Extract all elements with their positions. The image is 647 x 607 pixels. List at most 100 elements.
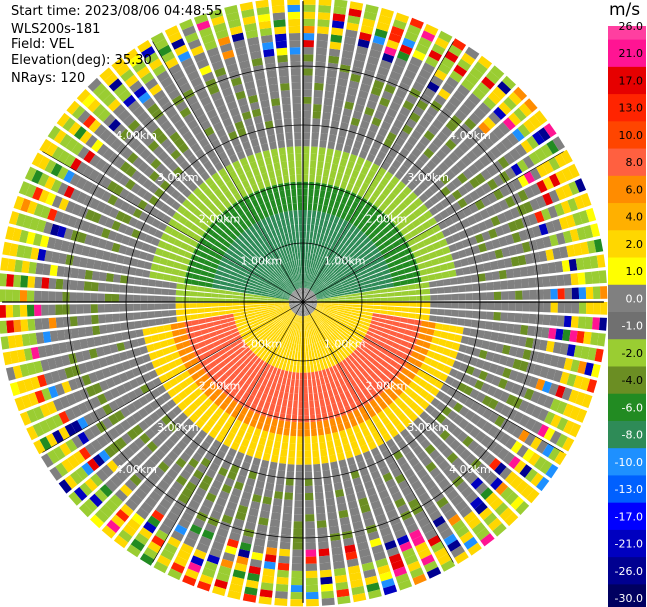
velocity-gate — [183, 315, 192, 321]
velocity-gate — [205, 356, 214, 364]
velocity-gate — [438, 459, 450, 472]
velocity-gate — [217, 265, 225, 272]
velocity-gate — [316, 305, 324, 309]
velocity-gate — [277, 346, 283, 354]
velocity-gate — [327, 221, 333, 229]
velocity-gate — [458, 302, 466, 309]
velocity-gate — [168, 310, 177, 317]
velocity-gate — [485, 492, 499, 506]
velocity-gate — [252, 274, 260, 280]
velocity-gate — [337, 291, 345, 295]
velocity-gate — [252, 397, 260, 406]
velocity-gate — [538, 223, 549, 236]
velocity-gate — [380, 120, 392, 131]
velocity-gate — [304, 429, 310, 437]
velocity-gate — [19, 304, 28, 317]
velocity-gate — [383, 356, 393, 364]
velocity-gate — [417, 262, 426, 270]
velocity-gate — [218, 302, 226, 307]
velocity-gate — [82, 180, 94, 193]
velocity-gate — [132, 208, 143, 219]
velocity-gate — [268, 223, 275, 231]
velocity-gate — [166, 207, 176, 218]
velocity-gate — [444, 434, 456, 446]
velocity-gate — [240, 422, 249, 432]
velocity-gate — [309, 296, 317, 300]
velocity-gate — [494, 225, 505, 237]
velocity-gate — [441, 125, 453, 138]
velocity-gate — [226, 286, 234, 291]
velocity-gate — [322, 330, 328, 338]
velocity-gate — [229, 494, 240, 504]
velocity-gate — [183, 407, 193, 418]
velocity-gate — [310, 146, 318, 154]
velocity-gate — [211, 298, 219, 302]
velocity-gate — [485, 205, 497, 217]
velocity-gate — [350, 117, 361, 127]
velocity-gate — [341, 473, 351, 482]
velocity-gate — [419, 135, 431, 147]
velocity-gate — [385, 257, 394, 264]
velocity-gate — [569, 228, 580, 242]
velocity-gate — [132, 124, 145, 137]
velocity-gate — [363, 318, 372, 324]
velocity-gate — [327, 62, 339, 71]
velocity-gate — [313, 277, 319, 285]
velocity-gate — [409, 228, 419, 238]
velocity-gate — [448, 243, 458, 253]
velocity-gate — [164, 225, 174, 235]
velocity-gate — [227, 470, 237, 481]
velocity-gate — [299, 316, 302, 324]
velocity-gate — [220, 319, 228, 324]
velocity-gate — [307, 379, 312, 387]
velocity-gate — [336, 588, 350, 598]
velocity-gate — [306, 238, 309, 246]
velocity-gate — [303, 302, 310, 304]
velocity-gate — [283, 281, 289, 287]
velocity-gate — [62, 117, 76, 132]
velocity-gate — [296, 315, 300, 323]
velocity-gate — [6, 274, 14, 287]
velocity-gate — [91, 314, 99, 325]
velocity-gate — [90, 282, 99, 292]
velocity-gate — [304, 288, 308, 296]
velocity-gate — [141, 319, 150, 328]
velocity-gate — [504, 195, 516, 208]
velocity-gate — [47, 125, 61, 140]
velocity-gate — [291, 372, 296, 380]
velocity-gate — [468, 356, 479, 367]
velocity-gate — [341, 351, 348, 359]
velocity-gate — [530, 436, 543, 450]
velocity-gate — [486, 385, 497, 397]
velocity-gate — [125, 369, 135, 380]
velocity-gate — [268, 275, 276, 282]
velocity-gate — [329, 263, 336, 271]
velocity-gate — [144, 496, 158, 509]
velocity-gate — [163, 492, 176, 504]
velocity-gate — [522, 302, 530, 312]
velocity-gate — [288, 450, 296, 458]
velocity-gate — [66, 393, 77, 406]
velocity-gate — [253, 338, 261, 345]
velocity-gate — [208, 429, 219, 439]
velocity-gate — [338, 234, 345, 243]
velocity-gate — [505, 437, 517, 450]
velocity-gate — [226, 431, 236, 441]
velocity-gate — [298, 288, 302, 296]
velocity-gate — [479, 282, 487, 291]
velocity-gate — [480, 168, 492, 181]
velocity-gate — [418, 193, 429, 203]
velocity-gate — [375, 420, 384, 430]
velocity-gate — [161, 250, 171, 259]
velocity-gate — [303, 153, 310, 161]
velocity-gate — [366, 294, 374, 298]
velocity-gate — [476, 81, 491, 95]
velocity-gate — [182, 176, 193, 187]
velocity-gate — [325, 76, 337, 85]
velocity-gate — [321, 289, 329, 294]
velocity-gate — [137, 199, 148, 210]
velocity-gate — [322, 309, 330, 314]
velocity-gate — [208, 236, 217, 245]
velocity-gate — [265, 547, 278, 556]
velocity-gate — [394, 311, 402, 317]
